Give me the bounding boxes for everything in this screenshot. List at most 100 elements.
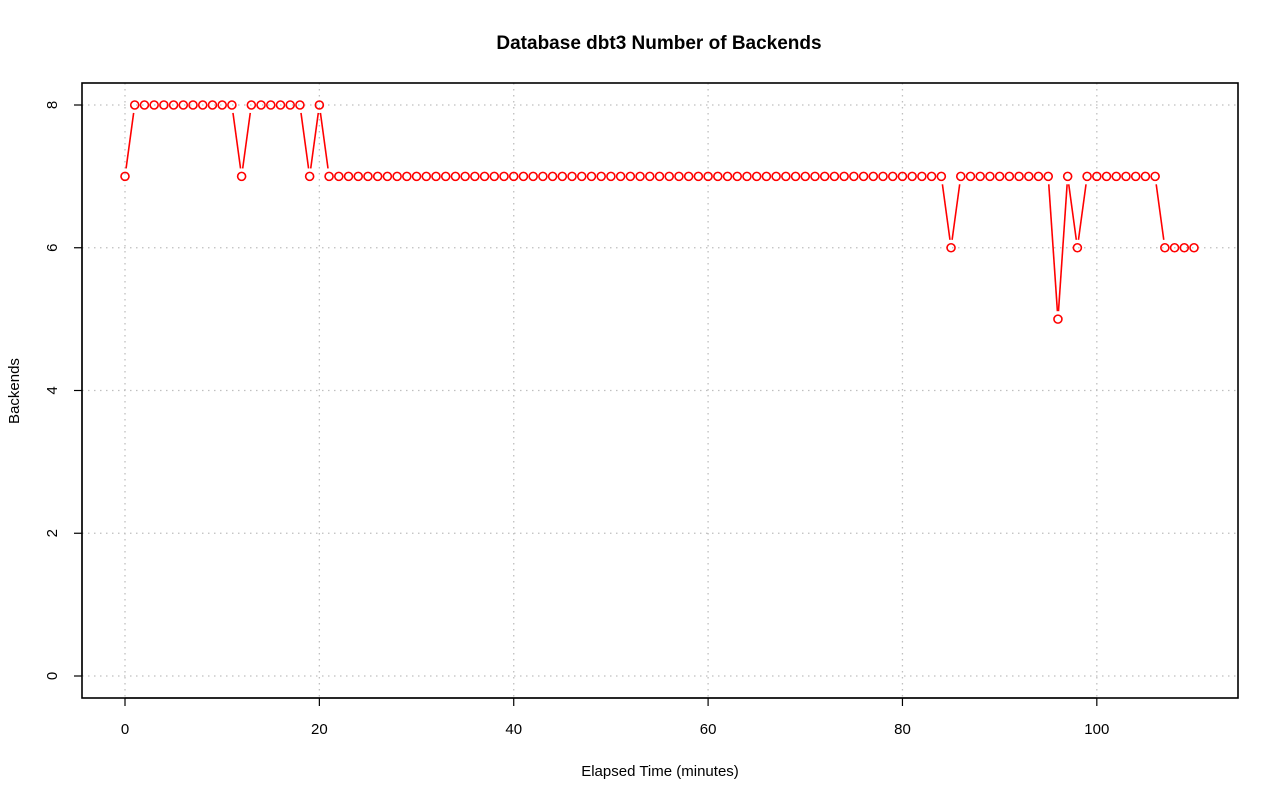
x-axis: 0 20 40 60 80 100 [121,697,1109,738]
data-point [149,100,159,110]
data-point [197,100,208,110]
data-point [1101,171,1112,182]
data-point [188,100,198,110]
data-point [839,171,849,182]
series-segment [1057,184,1068,312]
data-point [664,171,675,182]
data-point [547,171,558,182]
data-point [732,171,743,182]
data-point [674,171,684,182]
series-segment [1047,184,1059,312]
data-point [343,171,354,182]
data-point [460,171,470,182]
data-point [314,100,325,110]
data-point [713,171,723,182]
data-point [227,100,237,110]
data-point [849,171,859,182]
data-point [800,171,811,182]
y-axis-label: Backends [6,358,23,424]
x-tick-label: 60 [700,721,717,738]
series-segment [319,112,329,169]
data-point [742,171,752,182]
data-point [538,171,548,182]
data-point [392,171,402,182]
x-tick-label: 100 [1084,721,1109,738]
data-point [790,171,801,182]
y-tick-label: 8 [44,101,61,109]
data-point [1160,242,1170,253]
data-point [285,100,296,110]
data-point [217,100,227,110]
data-point [129,100,140,110]
data-point [897,171,908,182]
data-point [470,171,480,182]
series-segment [232,112,242,169]
x-tick-label: 20 [311,721,328,738]
data-point [878,171,888,182]
data-point [1082,171,1092,182]
x-axis-label: Elapsed Time (minutes) [581,763,739,780]
series-backends [120,100,1199,324]
data-point [518,171,529,182]
data-point [1169,242,1180,253]
data-point [411,171,422,182]
data-point [703,171,713,182]
data-point [440,171,451,182]
data-point [810,171,820,182]
data-point [907,171,917,182]
x-tick-label: 0 [121,721,129,738]
data-point [819,171,830,182]
data-point [295,100,305,110]
y-tick-label: 0 [44,672,61,680]
data-point [858,171,869,182]
data-point [159,100,169,110]
data-point [606,171,616,182]
series-segment [309,112,320,169]
series-segment [1067,184,1078,240]
y-tick-label: 4 [44,386,61,394]
data-point [178,100,189,110]
data-point [528,171,538,182]
data-point [615,171,626,182]
data-point [887,171,898,182]
data-point [1062,171,1073,182]
x-tick-label: 80 [894,721,911,738]
data-point [557,171,568,182]
data-point [644,171,655,182]
data-point [139,100,150,110]
data-point [1150,171,1160,182]
data-point [946,242,956,253]
data-point [576,171,587,182]
data-point [450,171,461,182]
data-point [256,100,266,110]
data-point [1004,171,1015,182]
series-segment [241,112,252,169]
data-point [489,171,500,182]
data-point [246,100,257,110]
data-point [353,171,364,182]
series-segment [300,112,310,169]
data-point [275,100,286,110]
data-point [1111,171,1122,182]
data-point [683,171,694,182]
data-point [751,171,762,182]
data-point [1014,171,1024,182]
data-point [994,171,1005,182]
data-point [1179,242,1190,253]
chart-title: Database dbt3 Number of Backends [496,33,821,54]
data-point [917,171,927,182]
data-point [499,171,509,182]
data-point [567,171,577,182]
data-point [1130,171,1141,182]
data-point [207,100,218,110]
series-segment [941,184,951,240]
data-point [693,171,704,182]
data-point [324,171,334,182]
data-point [402,171,412,182]
data-point [926,171,937,182]
series-segment [1077,184,1087,240]
data-point [586,171,597,182]
data-point [479,171,490,182]
data-point [781,171,791,182]
data-point [635,171,645,182]
